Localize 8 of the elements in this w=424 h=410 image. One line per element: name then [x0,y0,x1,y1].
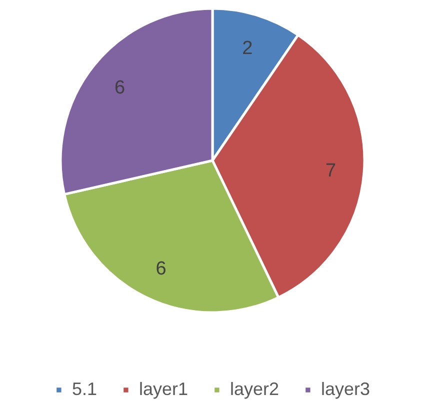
legend-label: layer3 [321,379,370,400]
data-label: 7 [325,160,336,182]
data-label: 6 [114,78,126,99]
data-label: 2 [242,38,253,60]
data-label: 6 [156,258,166,280]
legend-label: 5.1 [72,379,97,400]
legend-label: layer1 [138,379,188,400]
legend-label: layer2 [230,379,280,400]
